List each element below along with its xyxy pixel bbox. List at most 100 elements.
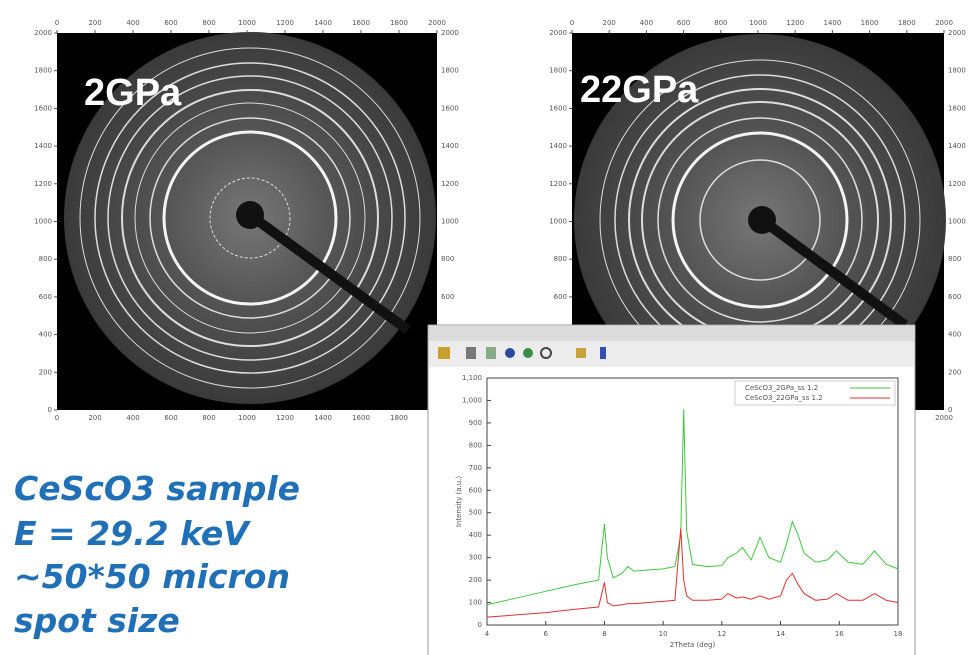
y-tick-label: 500 bbox=[469, 509, 482, 517]
x-tick-label: 600 bbox=[677, 19, 690, 27]
x-tick-label: 0 bbox=[55, 414, 59, 422]
y-tick-label: 2000 bbox=[34, 29, 52, 37]
x-tick-label: 1800 bbox=[390, 19, 408, 27]
y-tick-label: 800 bbox=[469, 441, 482, 449]
y-tick-label: 1200 bbox=[948, 180, 966, 188]
y-tick-label: 0 bbox=[948, 406, 952, 414]
y-tick-label: 1600 bbox=[34, 104, 52, 112]
y-tick-label: 1000 bbox=[34, 218, 52, 226]
sample-info: CeScO3 sample E = 29.2 keV ~50*50 micron… bbox=[14, 469, 300, 640]
x-axis-title: 2Theta (deg) bbox=[670, 641, 716, 649]
x-tick-label: 400 bbox=[640, 19, 653, 27]
y-tick-label: 900 bbox=[469, 419, 482, 427]
y-tick-label: 1000 bbox=[948, 218, 966, 226]
x-tick-label: 18 bbox=[894, 630, 903, 638]
y-tick-label: 600 bbox=[554, 293, 567, 301]
x-tick-label: 2000 bbox=[428, 19, 446, 27]
y-tick-label: 800 bbox=[554, 255, 567, 263]
y-tick-label: 0 bbox=[48, 406, 52, 414]
title-bar bbox=[429, 326, 914, 341]
y-tick-label: 600 bbox=[469, 486, 482, 494]
icon[interactable] bbox=[486, 347, 496, 359]
y-tick-label: 1,000 bbox=[462, 396, 482, 404]
y-axis-title: Intensity (a.u.) bbox=[455, 476, 463, 528]
icon[interactable] bbox=[438, 347, 450, 359]
y-tick-label: 800 bbox=[948, 255, 961, 263]
x-tick-label: 1000 bbox=[238, 414, 256, 422]
x-tick-label: 12 bbox=[717, 630, 726, 638]
y-tick-label: 1400 bbox=[34, 142, 52, 150]
y-tick-label: 800 bbox=[39, 255, 52, 263]
x-tick-label: 1000 bbox=[749, 19, 767, 27]
slide: 2GPa 00200200400400600600800800100010001… bbox=[0, 0, 973, 655]
y-tick-label: 300 bbox=[469, 554, 482, 562]
x-tick-label: 1400 bbox=[314, 19, 332, 27]
x-tick-label: 400 bbox=[126, 19, 139, 27]
y-tick-label: 1600 bbox=[441, 104, 459, 112]
y-tick-label: 400 bbox=[39, 331, 52, 339]
y-tick-label: 200 bbox=[39, 368, 52, 376]
y-tick-label: 600 bbox=[948, 293, 961, 301]
x-tick-label: 1800 bbox=[898, 19, 916, 27]
info-line: E = 29.2 keV bbox=[14, 514, 251, 553]
x-tick-label: 1800 bbox=[390, 414, 408, 422]
toolbar bbox=[429, 341, 914, 367]
y-tick-label: 0 bbox=[478, 621, 482, 629]
icon[interactable] bbox=[600, 347, 606, 359]
x-tick-label: 200 bbox=[88, 414, 101, 422]
x-tick-label: 14 bbox=[776, 630, 785, 638]
x-tick-label: 10 bbox=[659, 630, 668, 638]
y-tick-label: 1200 bbox=[549, 180, 567, 188]
icon[interactable] bbox=[505, 348, 515, 358]
x-tick-label: 6 bbox=[543, 630, 548, 638]
x-tick-label: 800 bbox=[202, 414, 215, 422]
x-tick-label: 1600 bbox=[352, 19, 370, 27]
x-tick-label: 1400 bbox=[314, 414, 332, 422]
x-tick-label: 2000 bbox=[935, 19, 953, 27]
y-tick-label: 200 bbox=[948, 368, 961, 376]
x-tick-label: 600 bbox=[164, 414, 177, 422]
y-tick-label: 1800 bbox=[441, 67, 459, 75]
x-tick-label: 200 bbox=[88, 19, 101, 27]
y-tick-label: 1800 bbox=[948, 67, 966, 75]
icon[interactable] bbox=[523, 348, 533, 358]
info-line: ~50*50 micron bbox=[14, 557, 290, 596]
image-label: 22GPa bbox=[580, 69, 699, 111]
y-tick-label: 700 bbox=[469, 464, 482, 472]
y-tick-label: 1000 bbox=[549, 218, 567, 226]
x-tick-label: 16 bbox=[835, 630, 844, 638]
legend-label: CeScO3_22GPa_ss 1.2 bbox=[745, 394, 823, 402]
plot-area bbox=[487, 378, 898, 625]
y-tick-label: 400 bbox=[948, 331, 961, 339]
y-tick-label: 600 bbox=[441, 293, 454, 301]
image-label: 2GPa bbox=[84, 72, 182, 114]
y-tick-label: 1400 bbox=[549, 142, 567, 150]
y-tick-label: 100 bbox=[469, 599, 482, 607]
y-tick-label: 1600 bbox=[549, 104, 567, 112]
icon[interactable] bbox=[466, 347, 476, 359]
x-tick-label: 1200 bbox=[276, 19, 294, 27]
y-tick-label: 1800 bbox=[34, 67, 52, 75]
y-tick-label: 1800 bbox=[549, 67, 567, 75]
y-tick-label: 1,100 bbox=[462, 374, 482, 382]
y-tick-label: 1600 bbox=[948, 104, 966, 112]
x-tick-label: 4 bbox=[485, 630, 490, 638]
icon[interactable] bbox=[576, 348, 586, 358]
x-tick-label: 200 bbox=[603, 19, 616, 27]
x-tick-label: 8 bbox=[602, 630, 606, 638]
x-tick-label: 1600 bbox=[352, 414, 370, 422]
y-tick-label: 1400 bbox=[441, 142, 459, 150]
y-tick-label: 1400 bbox=[948, 142, 966, 150]
x-tick-label: 800 bbox=[202, 19, 215, 27]
y-tick-label: 2000 bbox=[441, 29, 459, 37]
y-tick-label: 1200 bbox=[441, 180, 459, 188]
legend-label: CeScO3_2GPa_ss 1.2 bbox=[745, 384, 818, 392]
x-tick-label: 600 bbox=[164, 19, 177, 27]
x-tick-label: 1400 bbox=[823, 19, 841, 27]
y-tick-label: 800 bbox=[441, 255, 454, 263]
y-tick-label: 1000 bbox=[441, 218, 459, 226]
y-tick-label: 2000 bbox=[948, 29, 966, 37]
x-tick-label: 1000 bbox=[238, 19, 256, 27]
y-tick-label: 400 bbox=[469, 531, 482, 539]
